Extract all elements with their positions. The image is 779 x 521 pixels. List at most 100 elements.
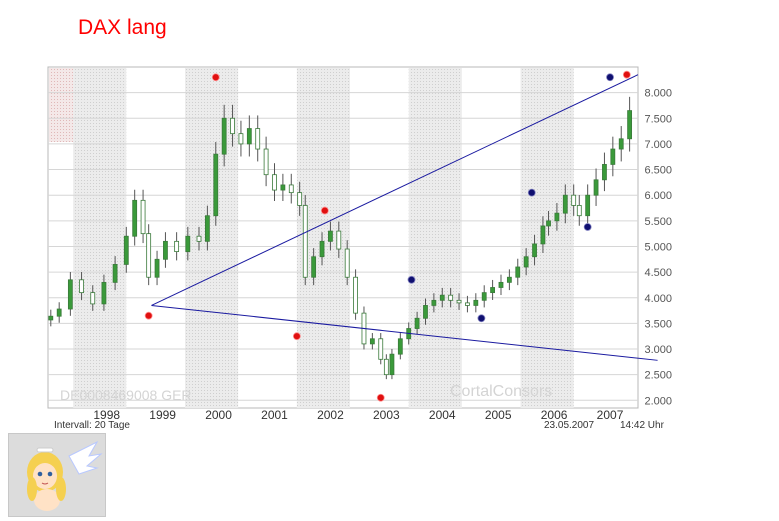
y-tick-label: 5.000: [644, 241, 672, 253]
angel-avatar-image: [8, 433, 106, 517]
candle-body: [554, 212, 560, 222]
x-tick-label: 2006: [541, 408, 568, 422]
candle-body: [344, 248, 350, 278]
candle-body: [132, 199, 138, 237]
candle-body: [288, 184, 294, 194]
year-band: [520, 68, 574, 408]
x-tick-label: 2000: [205, 408, 232, 422]
candle-body: [185, 235, 191, 253]
blue-signal-marker: [527, 188, 536, 197]
candle-body: [319, 240, 325, 258]
candle-body: [571, 194, 577, 206]
candle-body: [302, 205, 308, 278]
candle-body: [196, 235, 202, 242]
candle-body: [593, 179, 599, 196]
candle-body: [546, 220, 551, 227]
candle-body: [610, 148, 616, 165]
candle-body: [523, 256, 529, 268]
year-band: [185, 68, 239, 408]
watermark-brand: CortalConsors: [450, 383, 552, 400]
interval-label: Intervall: 20 Tage: [54, 420, 130, 431]
candle-body: [67, 279, 73, 310]
x-tick-label: 2001: [261, 408, 288, 422]
x-tick-label: 2007: [597, 408, 624, 422]
blue-signal-marker: [606, 73, 614, 82]
x-tick-label: 2002: [317, 408, 344, 422]
candle-body: [123, 235, 129, 265]
candle-body: [336, 230, 342, 250]
blue-signal-marker: [407, 275, 416, 284]
date-label: 23.05.2007: [544, 420, 594, 431]
candle-body: [585, 194, 591, 217]
candle-body: [414, 317, 420, 329]
y-tick-label: 2.000: [644, 395, 672, 407]
candle-body: [431, 299, 437, 306]
x-tick-label: 1999: [149, 408, 176, 422]
trend-line: [151, 304, 658, 361]
x-tick-label: 2004: [429, 408, 456, 422]
red-signal-marker: [211, 73, 220, 82]
candle-body: [204, 215, 210, 242]
candle-body: [272, 174, 277, 191]
candle-body: [230, 117, 235, 135]
candle-body: [515, 266, 521, 278]
candle-body: [238, 133, 244, 145]
candle-body: [263, 148, 269, 176]
candle-body: [397, 338, 403, 355]
candle-body: [369, 338, 375, 345]
candle-body: [297, 192, 303, 206]
angel-avatar-icon: [9, 434, 105, 516]
candle-body: [423, 305, 428, 319]
watermark-isin: DE0008469008 GER: [60, 387, 192, 403]
candle-body: [562, 194, 568, 214]
x-tick-label: 2005: [485, 408, 512, 422]
candle-body: [540, 225, 546, 245]
candle-body: [383, 358, 389, 376]
candle-body: [101, 281, 107, 305]
year-band: [73, 68, 127, 408]
red-signal-marker: [144, 311, 153, 320]
candle-body: [146, 233, 152, 278]
candle-body: [163, 240, 168, 260]
candle-body: [456, 299, 462, 304]
y-tick-label: 3.500: [644, 318, 672, 330]
candle-body: [448, 294, 454, 301]
y-tick-label: 8.000: [644, 88, 672, 100]
candle-body: [627, 110, 633, 140]
y-tick-label: 6.500: [644, 165, 672, 177]
candle-body: [490, 287, 495, 294]
candle-body: [246, 128, 252, 145]
blue-signal-marker: [477, 314, 486, 323]
y-tick-label: 5.500: [644, 216, 672, 228]
y-tick-label: 2.500: [644, 370, 672, 382]
candle-body: [602, 164, 607, 181]
candle-body: [311, 256, 317, 278]
candle-body: [48, 315, 54, 321]
candle-body: [90, 292, 96, 305]
candle-body: [213, 153, 219, 217]
candle-body: [389, 353, 395, 376]
red-signal-marker: [320, 206, 329, 215]
y-tick-label: 4.500: [644, 267, 672, 279]
candle-body: [56, 308, 62, 317]
chart-title: DAX lang: [78, 16, 167, 39]
y-tick-label: 7.000: [644, 139, 672, 151]
candle-body: [378, 338, 384, 360]
candle-body: [439, 294, 445, 301]
candle-body: [481, 292, 487, 301]
trend-line: [151, 74, 639, 306]
candle-body: [576, 205, 582, 217]
candle-body: [280, 184, 286, 191]
x-tick-label: 1998: [93, 408, 120, 422]
candle-body: [506, 276, 512, 283]
candle-body: [473, 299, 479, 306]
y-tick-label: 7.500: [644, 113, 672, 125]
red-signal-marker: [376, 393, 385, 402]
candle-body: [79, 279, 84, 294]
candle-body: [255, 128, 261, 150]
candle-body: [498, 281, 504, 288]
year-band: [408, 68, 462, 408]
candle-body: [140, 199, 146, 235]
time-label: 14:42 Uhr: [620, 420, 665, 431]
